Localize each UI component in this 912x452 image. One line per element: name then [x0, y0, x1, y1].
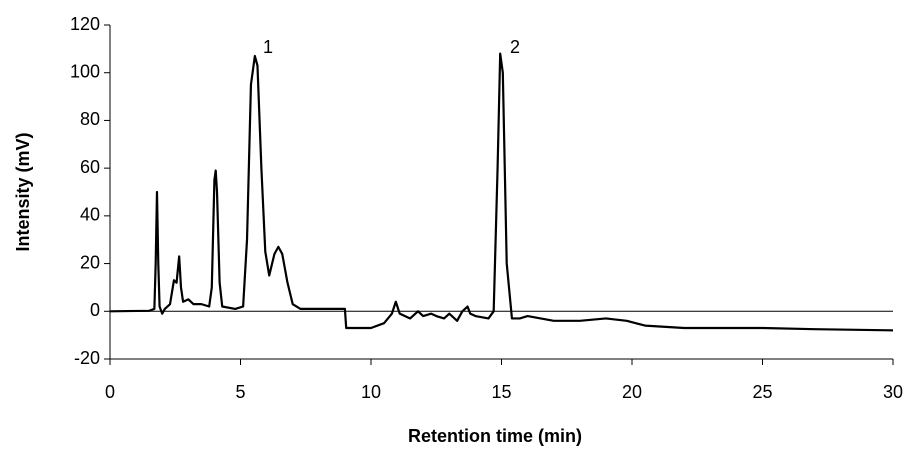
- x-axis-title: Retention time (min): [408, 426, 582, 446]
- x-tick-label: 20: [622, 382, 642, 402]
- y-tick-label: 100: [70, 61, 100, 81]
- y-tick-label: -20: [74, 348, 100, 368]
- y-tick-label: 40: [80, 205, 100, 225]
- peak-label: 2: [510, 37, 520, 57]
- x-tick-label: 25: [752, 382, 772, 402]
- peak-label: 1: [263, 37, 273, 57]
- y-axis-title: Intensity (mV): [13, 132, 33, 251]
- x-tick-label: 30: [883, 382, 903, 402]
- x-tick-label: 0: [105, 382, 115, 402]
- y-tick-label: 60: [80, 157, 100, 177]
- x-tick-label: 15: [491, 382, 511, 402]
- x-tick-label: 10: [361, 382, 381, 402]
- x-tick-label: 5: [235, 382, 245, 402]
- y-tick-label: 20: [80, 252, 100, 272]
- y-tick-label: 120: [70, 14, 100, 34]
- y-tick-label: 0: [90, 300, 100, 320]
- line-series: [109, 52, 894, 332]
- y-tick-label: 80: [80, 109, 100, 129]
